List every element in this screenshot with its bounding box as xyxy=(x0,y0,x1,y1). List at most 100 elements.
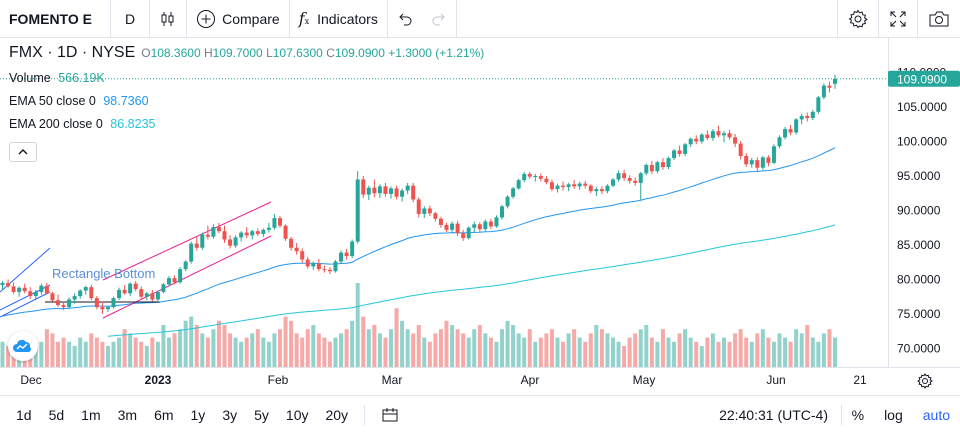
indicators-label: Indicators xyxy=(317,10,378,27)
time-tick-label: 21 xyxy=(853,373,867,387)
volume-bar xyxy=(777,333,782,367)
candle-body xyxy=(511,188,516,197)
legend-ema50-row[interactable]: EMA 50 close 0 98.7360 xyxy=(9,94,484,108)
volume-bar xyxy=(44,329,49,367)
candle-body xyxy=(500,206,504,218)
volume-bar xyxy=(244,337,249,367)
bottom-divider xyxy=(364,404,366,425)
candle-body xyxy=(316,263,321,270)
function-icon: fx xyxy=(298,9,310,28)
candle-body xyxy=(549,182,554,190)
range-5y[interactable]: 5y xyxy=(254,406,269,423)
candle-body xyxy=(0,282,5,286)
candle-body xyxy=(133,283,138,290)
settings-button[interactable] xyxy=(837,0,878,38)
candle-body xyxy=(466,227,471,239)
fullscreen-button[interactable] xyxy=(878,0,917,38)
volume-bar xyxy=(139,341,144,367)
candle-body xyxy=(233,237,238,246)
legend-volume-row[interactable]: Volume 566.19K xyxy=(9,71,484,85)
range-6m[interactable]: 6m xyxy=(154,406,174,423)
legend-ema200-row[interactable]: EMA 200 close 0 86.8235 xyxy=(9,117,484,131)
candle-body xyxy=(172,278,177,283)
clock[interactable]: 22:40:31 (UTC-4) xyxy=(719,406,828,423)
volume-bar xyxy=(311,325,316,367)
range-3m[interactable]: 3m xyxy=(117,406,138,423)
volume-bar xyxy=(827,329,832,367)
candle-body xyxy=(6,282,11,287)
candle-body xyxy=(72,296,77,300)
candle-body xyxy=(239,232,244,238)
range-10y[interactable]: 10y xyxy=(285,406,309,423)
redo-button[interactable] xyxy=(422,0,457,38)
ema200-label: EMA 200 close 0 xyxy=(9,117,103,131)
chart-canvas[interactable]: 70.0000 75.0000 80.0000 85.0000 90.0000 95.00… xyxy=(0,0,960,395)
candle-body xyxy=(522,173,527,181)
date-range-icon[interactable] xyxy=(381,407,399,423)
volume-bar xyxy=(572,329,577,367)
range-1m[interactable]: 1m xyxy=(81,406,101,423)
range-20y[interactable]: 20y xyxy=(325,406,349,423)
volume-bar xyxy=(738,329,743,367)
log-toggle[interactable]: log xyxy=(884,406,903,423)
volume-bar xyxy=(549,329,554,367)
open-label: O xyxy=(141,46,151,60)
volume-bar xyxy=(427,341,432,367)
compare-button[interactable]: Compare xyxy=(187,0,290,38)
candle-body xyxy=(44,285,49,294)
volume-bar xyxy=(466,337,471,367)
symbol-search[interactable]: FOMENTO E xyxy=(0,0,111,38)
range-3y[interactable]: 3y xyxy=(222,406,238,423)
range-1d[interactable]: 1d xyxy=(16,406,32,423)
volume-bar xyxy=(594,325,599,367)
percent-toggle[interactable]: % xyxy=(851,406,865,423)
volume-bar xyxy=(605,333,610,367)
auto-toggle[interactable]: auto xyxy=(922,406,950,423)
candle-body xyxy=(394,188,399,197)
candle-body xyxy=(89,287,94,299)
candle-body xyxy=(594,189,599,192)
candle-body xyxy=(155,291,160,300)
candle-body xyxy=(11,286,16,292)
time-tick-label: 2023 xyxy=(145,373,172,387)
candle-body xyxy=(372,187,377,194)
volume-bar xyxy=(660,329,665,367)
volume-bar xyxy=(622,346,627,367)
collapse-legend-button[interactable] xyxy=(9,142,37,162)
undo-button[interactable] xyxy=(388,0,422,38)
volume-bar xyxy=(649,337,654,367)
price-tick-label: 95.0000 xyxy=(897,169,941,183)
candle-body xyxy=(472,224,477,228)
snapshot-button[interactable] xyxy=(917,0,960,38)
range-5d[interactable]: 5d xyxy=(48,406,65,423)
range-1y[interactable]: 1y xyxy=(190,406,206,423)
candle-body xyxy=(405,185,410,191)
candle-body xyxy=(477,224,482,230)
volume-bar xyxy=(749,341,754,367)
low-value: 107.6300 xyxy=(272,46,323,60)
volume-bar xyxy=(527,329,532,367)
candle-body xyxy=(649,164,654,172)
price-tick-label: 70.0000 xyxy=(897,342,941,356)
candle-body xyxy=(444,224,449,230)
redo-icon xyxy=(432,13,445,25)
candle-body xyxy=(100,307,105,310)
volume-bar xyxy=(56,341,60,367)
candle-body xyxy=(572,184,577,187)
candle-body xyxy=(333,261,338,272)
volume-bar xyxy=(477,325,482,367)
volume-bar xyxy=(178,329,183,367)
axis-settings-icon[interactable] xyxy=(917,373,933,389)
volume-bar xyxy=(688,337,693,367)
candle-body xyxy=(422,208,427,214)
volume-bar xyxy=(239,341,244,367)
interval-button[interactable]: D xyxy=(111,0,151,38)
candle-body xyxy=(455,223,460,234)
candle-body xyxy=(816,97,821,112)
volume-bar xyxy=(810,337,815,367)
candle-body xyxy=(83,287,88,291)
chart-type-button[interactable] xyxy=(150,0,188,38)
tradingview-logo[interactable] xyxy=(8,331,38,361)
indicators-button[interactable]: fx Indicators xyxy=(290,0,388,38)
candle-body xyxy=(805,115,810,119)
